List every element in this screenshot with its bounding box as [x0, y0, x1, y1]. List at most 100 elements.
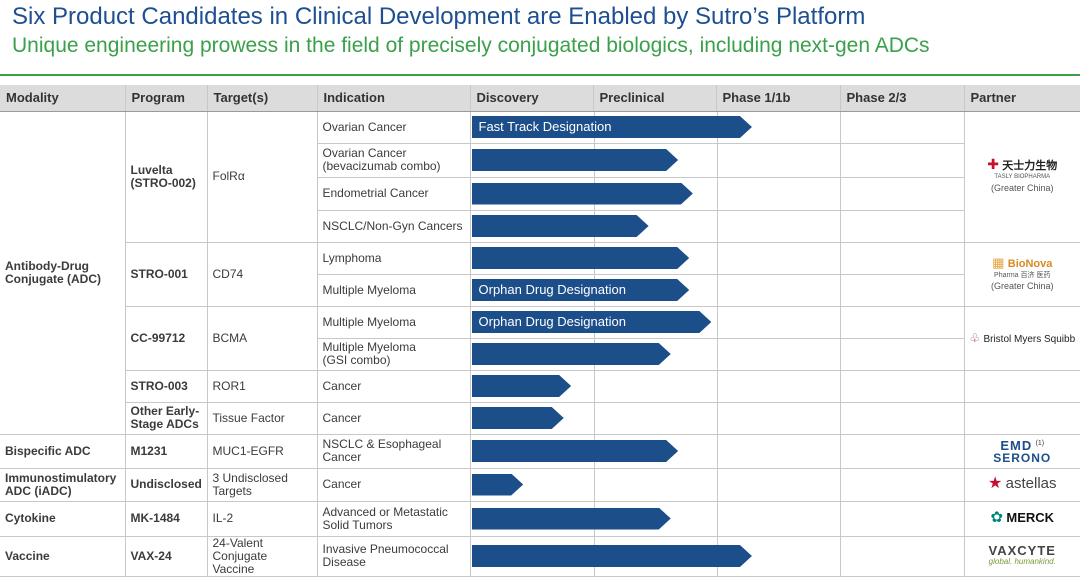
col-header-program: Program [124, 85, 207, 112]
program-cell: Undisclosed [124, 467, 208, 502]
stage-gridline [716, 143, 718, 177]
target-cell: 3 Undisclosed Targets [206, 467, 318, 502]
progress-cell [469, 337, 841, 371]
col-header-indication: Indication [316, 85, 470, 112]
astellas-star-icon: ★ [987, 475, 1003, 492]
progress-cell [469, 142, 841, 178]
partner-cell [963, 401, 1080, 435]
modality-cell: Antibody-Drug Conjugate (ADC) [0, 110, 126, 435]
phase23-cell [839, 305, 965, 339]
program-cell: MK-1484 [124, 500, 208, 537]
slide-subtitle: Unique engineering prowess in the field … [12, 34, 930, 57]
table-row: STRO-001 CD74 Lymphoma ▦ BioNova Pharma … [0, 241, 1080, 307]
partner-cell: ✚ 天士力生物 TASLY BIOPHARMA (Greater China) [963, 110, 1080, 243]
tasly-mark-icon: ✚ [987, 156, 999, 172]
progress-cell [469, 241, 841, 275]
phase23-cell [839, 369, 965, 403]
partner-cell: ♧ Bristol Myers Squibb [963, 305, 1080, 371]
col-header-targets: Target(s) [206, 85, 317, 112]
pipeline-table: Modality Program Target(s) Indication Di… [0, 85, 1080, 577]
partner-cell: EMD (1) SERONO [963, 433, 1080, 469]
progress-bar [472, 215, 649, 237]
indication-cell: Lymphoma [316, 241, 471, 275]
modality-cell: Immunostimulatory ADC (iADC) [0, 467, 126, 502]
stage-gridline [716, 210, 718, 242]
progress-cell [469, 176, 841, 211]
program-cell: CC-99712 [124, 305, 208, 371]
astellas-logo: ★ astellas [987, 475, 1057, 492]
table-row: Cytokine MK-1484 IL-2 Advanced or Metast… [0, 500, 1080, 537]
progress-cell [469, 209, 841, 243]
progress-cell [469, 433, 841, 469]
progress-bar [472, 183, 693, 205]
target-cell: BCMA [206, 305, 318, 371]
progress-bar [472, 375, 572, 397]
progress-cell: Orphan Drug Designation [469, 273, 841, 307]
table-row: Bispecific ADC M1231 MUC1-EGFR NSCLC & E… [0, 433, 1080, 469]
indication-cell: Invasive Pneumococcal Disease [316, 535, 471, 577]
col-header-phase23: Phase 2/3 [839, 85, 964, 112]
program-cell: Luvelta (STRO-002) [124, 110, 208, 243]
phase23-cell [839, 241, 965, 275]
program-cell: STRO-003 [124, 369, 208, 403]
target-cell: MUC1-EGFR [206, 433, 318, 469]
stage-gridline [716, 338, 718, 370]
bms-logo: ♧ Bristol Myers Squibb [969, 330, 1076, 345]
phase23-cell [839, 273, 965, 307]
phase23-cell [839, 467, 965, 502]
tasly-logo: ✚ 天士力生物 TASLY BIOPHARMA (Greater China) [987, 156, 1058, 193]
stage-gridline [593, 468, 595, 501]
indication-cell: Cancer [316, 369, 471, 403]
indication-cell: Advanced or Metastatic Solid Tumors [316, 500, 471, 537]
progress-cell [469, 467, 841, 502]
stage-gridline [716, 402, 718, 434]
progress-bar: Orphan Drug Designation [472, 279, 690, 301]
program-cell: STRO-001 [124, 241, 208, 307]
table-row: CC-99712 BCMA Multiple Myeloma Orphan Dr… [0, 305, 1080, 371]
partner-cell [963, 369, 1080, 403]
vaxcyte-logo: VAXCYTE global. humankind. [988, 543, 1056, 566]
stage-gridline [716, 177, 718, 210]
col-header-preclinical: Preclinical [592, 85, 716, 112]
stage-gridline [716, 370, 718, 402]
table-row: Multiple Myeloma (GSI combo) [0, 337, 1080, 371]
target-cell: CD74 [206, 241, 318, 307]
phase23-cell [839, 401, 965, 435]
target-cell: Tissue Factor [206, 401, 318, 435]
progress-bar [472, 343, 671, 365]
table-row: NSCLC/Non-Gyn Cancers [0, 209, 1080, 243]
table-header-row: Modality Program Target(s) Indication Di… [0, 85, 1080, 112]
table-row: Other Early- Stage ADCs Tissue Factor Ca… [0, 401, 1080, 435]
stage-gridline [716, 501, 718, 536]
indication-cell: Ovarian Cancer (bevacizumab combo) [316, 142, 471, 178]
col-header-discovery: Discovery [469, 85, 593, 112]
merck-logo: ✿ MERCK [990, 509, 1055, 526]
progress-bar [472, 149, 679, 171]
stage-gridline [593, 370, 595, 402]
progress-bar: Fast Track Designation [472, 116, 752, 138]
indication-cell: Multiple Myeloma [316, 273, 471, 307]
indication-cell: Ovarian Cancer [316, 110, 471, 144]
progress-bar [472, 545, 752, 567]
partner-cell: VAXCYTE global. humankind. [963, 535, 1080, 577]
col-header-modality: Modality [0, 85, 125, 112]
target-cell: ROR1 [206, 369, 318, 403]
indication-cell: Cancer [316, 467, 471, 502]
indication-cell: Endometrial Cancer [316, 176, 471, 211]
indication-cell: Multiple Myeloma (GSI combo) [316, 337, 471, 371]
table-row: Vaccine VAX-24 24-Valent Conjugate Vacci… [0, 535, 1080, 577]
stage-gridline [716, 468, 718, 501]
stage-gridline [593, 402, 595, 434]
progress-bar: Orphan Drug Designation [472, 311, 712, 333]
program-cell: VAX-24 [124, 535, 208, 577]
target-cell: FolRα [206, 110, 318, 243]
col-header-partner: Partner [963, 85, 1080, 112]
target-cell: IL-2 [206, 500, 318, 537]
progress-cell: Fast Track Designation [469, 110, 841, 144]
progress-cell [469, 401, 841, 435]
phase23-cell [839, 142, 965, 178]
bms-mark-icon: ♧ [969, 330, 981, 345]
indication-cell: NSCLC & Esophageal Cancer [316, 433, 471, 469]
progress-bar [472, 247, 690, 269]
